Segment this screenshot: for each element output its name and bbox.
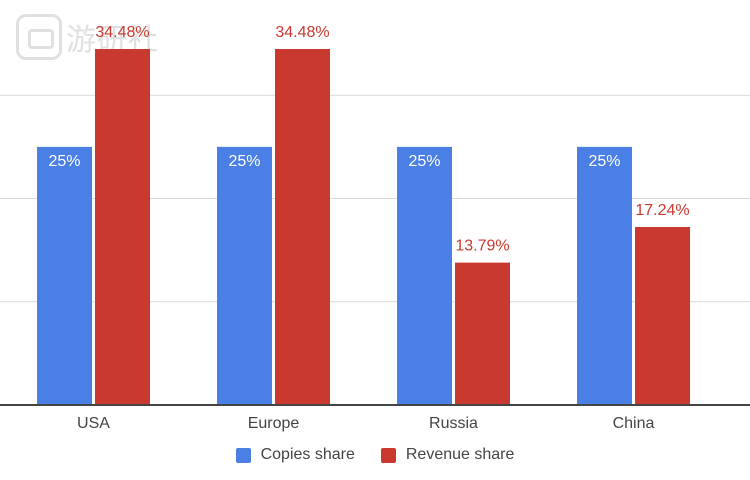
legend-item-revenue[interactable]: Revenue share xyxy=(380,446,515,464)
legend: Copies share Revenue share xyxy=(0,446,750,464)
data-label-1-3: 17.24% xyxy=(635,202,689,219)
bar-0-3 xyxy=(577,146,632,405)
legend-label-revenue: Revenue share xyxy=(405,446,515,463)
bar-0-1 xyxy=(217,146,272,405)
bar-1-2 xyxy=(455,262,510,405)
legend-swatch-revenue xyxy=(380,447,396,463)
data-label-0-3: 25% xyxy=(588,153,620,170)
bar-0-0 xyxy=(37,146,92,405)
data-label-0-0: 25% xyxy=(48,153,80,170)
bar-1-0 xyxy=(95,48,150,406)
data-label-1-1: 34.48% xyxy=(275,24,329,41)
bar-1-3 xyxy=(635,226,690,405)
x-tick-label-0: USA xyxy=(77,415,110,432)
data-label-0-2: 25% xyxy=(408,153,440,170)
x-tick-label-1: Europe xyxy=(248,415,300,432)
x-tick-label-3: China xyxy=(613,415,655,432)
legend-swatch-copies xyxy=(235,447,251,463)
data-label-0-1: 25% xyxy=(228,153,260,170)
legend-label-copies: Copies share xyxy=(260,446,355,463)
data-label-1-0: 34.48% xyxy=(95,24,149,41)
bar-1-1 xyxy=(275,48,330,406)
gamepad-icon xyxy=(16,14,62,60)
bar-0-2 xyxy=(397,146,452,405)
x-tick-label-2: Russia xyxy=(429,415,478,432)
data-label-1-2: 13.79% xyxy=(455,238,509,255)
legend-item-copies[interactable]: Copies share xyxy=(235,446,355,464)
